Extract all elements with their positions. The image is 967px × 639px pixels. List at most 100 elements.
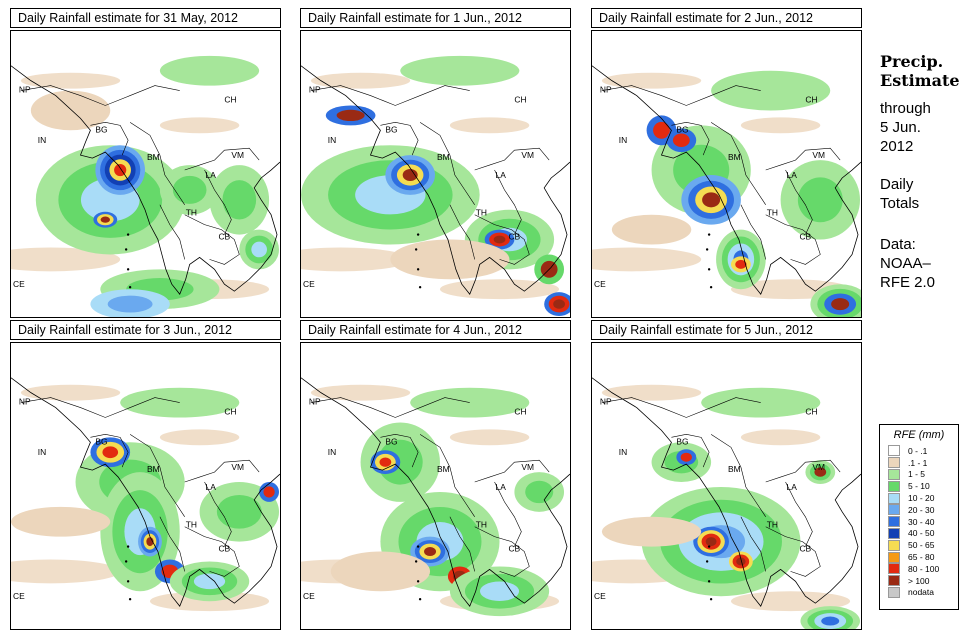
country-label: TH	[476, 208, 487, 218]
country-label: BG	[676, 436, 688, 446]
rainfall-area	[479, 581, 520, 602]
country-label: LA	[206, 170, 217, 180]
country-label: CB	[218, 232, 230, 242]
country-label: IN	[328, 135, 336, 145]
country-label: CE	[594, 591, 606, 601]
legend-swatch	[888, 527, 900, 539]
legend-swatch	[888, 492, 900, 504]
island	[416, 580, 420, 583]
country-label: CB	[799, 232, 811, 242]
rainfall-area	[525, 480, 554, 504]
legend-swatch	[888, 457, 900, 469]
island	[705, 560, 709, 563]
sidebar-data-line2: NOAA–	[880, 255, 931, 272]
legend-item: 40 - 50	[880, 527, 958, 540]
country-label: NP	[600, 85, 612, 95]
light-rain-area	[11, 559, 121, 584]
island	[709, 598, 713, 601]
rainfall-area	[705, 537, 717, 547]
island	[126, 233, 130, 236]
light-rain-area	[301, 247, 411, 272]
country-label: LA	[496, 482, 507, 492]
country-label: CH	[514, 406, 526, 416]
legend-item: 1 - 5	[880, 468, 958, 481]
legend-label: 50 - 65	[908, 540, 935, 551]
rainfall-map: NP CH IN BG BM VM LA TH CB CE	[300, 30, 571, 318]
legend-item: 80 - 100	[880, 563, 958, 575]
rainfall-area	[611, 214, 692, 245]
rainfall-area	[424, 547, 437, 557]
sidebar-data-line3: RFE 2.0	[880, 274, 936, 291]
rainfall-area	[100, 216, 110, 223]
sidebar-date-line1: 5 Jun.	[880, 119, 921, 136]
country-label: CE	[303, 279, 315, 289]
legend-label: 80 - 100	[908, 563, 940, 574]
sidebar-daily-line2: Totals	[880, 195, 920, 212]
country-label: IN	[38, 135, 46, 145]
island	[707, 545, 711, 548]
rainfall-area	[553, 299, 565, 309]
legend-item: nodata	[880, 586, 958, 599]
sidebar-title-line1: Precip.	[880, 52, 944, 71]
rainfall-area	[263, 486, 275, 498]
legend-item: 10 - 20	[880, 492, 958, 504]
panel-title: Daily Rainfall estimate for 5 Jun., 2012	[591, 320, 862, 340]
country-label: CB	[508, 544, 520, 554]
light-rain-area	[159, 117, 240, 134]
country-label: BG	[95, 436, 107, 446]
light-rain-area	[601, 72, 702, 89]
country-label: TH	[476, 520, 487, 530]
legend-swatch	[888, 445, 900, 457]
island	[414, 248, 418, 251]
country-label: NP	[19, 85, 31, 95]
country-label: CH	[805, 406, 817, 416]
country-borders	[310, 397, 550, 577]
rainfall-area	[821, 616, 840, 626]
coastline	[11, 377, 280, 607]
island	[416, 268, 420, 271]
legend-item: 5 - 10	[880, 480, 958, 492]
map-panel: Daily Rainfall estimate for 1 Jun., 2012…	[300, 8, 571, 318]
country-label: VM	[812, 150, 825, 160]
legend-label: 40 - 50	[908, 528, 935, 539]
rainfall-map: NP CH IN BG BM VM LA TH CB CE	[10, 30, 281, 318]
island	[126, 545, 130, 548]
sidebar-daily-block: Daily Totals	[880, 175, 919, 213]
sidebar-date-block: through 5 Jun. 2012	[880, 99, 931, 156]
rainfall-area	[672, 133, 690, 147]
rainfall-area	[797, 177, 843, 223]
legend-item: 30 - 40	[880, 516, 958, 528]
legend-label: nodata	[908, 587, 934, 598]
country-label: BM	[437, 464, 450, 474]
country-label: VM	[812, 462, 825, 472]
panel-title: Daily Rainfall estimate for 2 Jun., 2012	[591, 8, 862, 28]
legend-swatch	[888, 504, 900, 516]
coastline	[301, 377, 570, 607]
island	[126, 268, 130, 271]
sidebar-through: through	[880, 100, 931, 117]
legend-swatch	[888, 551, 900, 563]
legend-label: 0 - .1	[908, 445, 928, 456]
country-label: CH	[514, 94, 526, 104]
island	[705, 248, 709, 251]
legend-label: 65 - 80	[908, 552, 935, 563]
sidebar-date-line2: 2012	[880, 138, 914, 155]
legend-swatch	[888, 468, 900, 480]
map-panel: Daily Rainfall estimate for 5 Jun., 2012…	[591, 320, 862, 630]
country-label: BM	[728, 464, 741, 474]
rainfall-area	[653, 121, 670, 139]
legend-label: 1 - 5	[908, 469, 926, 480]
light-rain-area	[740, 429, 821, 446]
light-rain-area	[310, 72, 411, 89]
country-label: BG	[95, 124, 107, 134]
country-label: BM	[147, 152, 160, 162]
sidebar-data-line1: Data:	[880, 236, 916, 253]
light-rain-area	[439, 279, 560, 300]
rainfall-area	[400, 55, 520, 86]
country-label: IN	[619, 135, 627, 145]
country-label: LA	[787, 170, 798, 180]
rainfall-area	[601, 516, 702, 547]
legend-item: 20 - 30	[880, 504, 958, 516]
legend-label: 10 - 20	[908, 493, 935, 504]
